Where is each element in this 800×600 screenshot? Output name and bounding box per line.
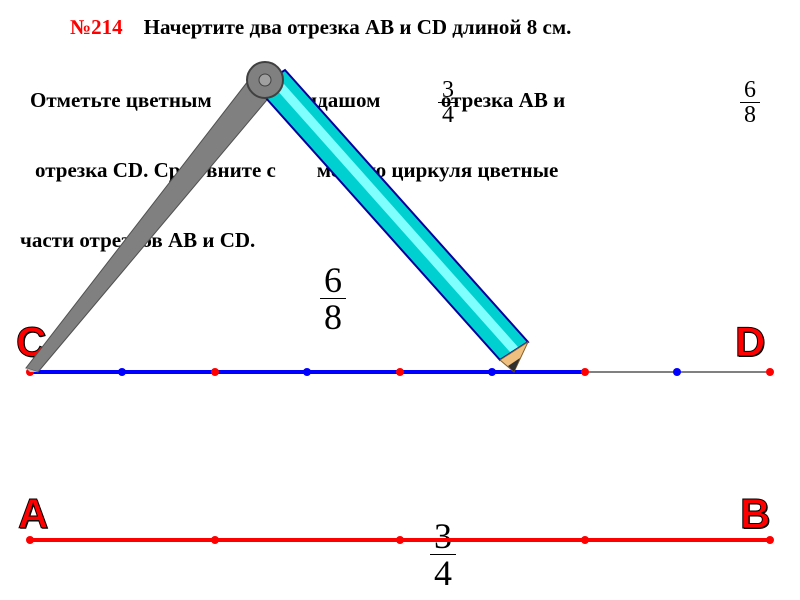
diagram-svg: [0, 0, 800, 600]
segment-AB: [26, 536, 774, 544]
slide-container: { "problem": { "number": "№214", "line1_…: [0, 0, 800, 600]
compass-icon: [26, 62, 528, 372]
segment-CD: [26, 368, 774, 376]
